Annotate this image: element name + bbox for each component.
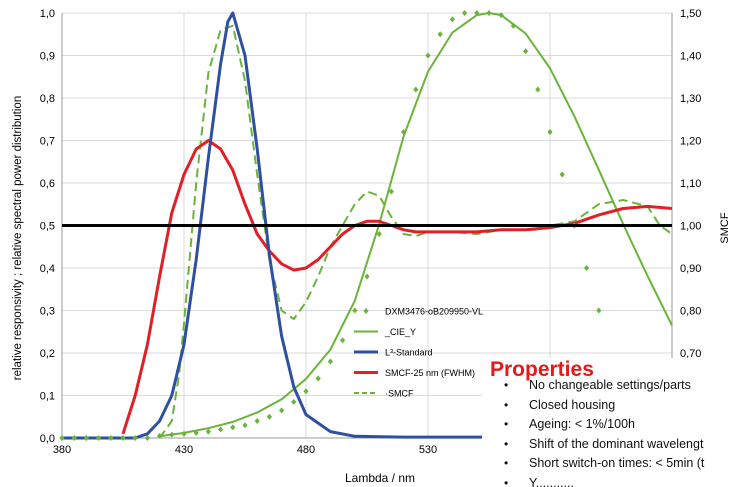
data-point-diamond xyxy=(425,52,431,59)
y2-axis-label: SMCF xyxy=(719,212,730,243)
x-tick-label: 380 xyxy=(53,444,71,456)
x-tick-label: 530 xyxy=(419,444,437,456)
y2-tick-label: 0,90 xyxy=(680,263,701,275)
data-point-diamond xyxy=(413,86,419,93)
data-point-diamond xyxy=(401,129,407,135)
series-line-smcf-25-nm-fwhm- xyxy=(121,139,673,435)
data-point-diamond xyxy=(437,31,443,38)
legend-label: DXM3476-oB209950-VL xyxy=(385,307,483,317)
data-point-diamond xyxy=(96,435,102,441)
tick-labels-layer: 0,0 0,1 0,2 0,3 0,4 0,5 0,6 0,7 0,8 0,9 1,0 0,70 0,8… xyxy=(40,8,702,456)
properties-item: Ageing: < 1%/100h xyxy=(482,415,704,435)
y-tick-label: 0,4 xyxy=(40,263,55,275)
data-point-diamond xyxy=(108,435,114,441)
y2-tick-label: 1,10 xyxy=(680,178,701,190)
y-tick-label: 0,9 xyxy=(40,51,55,63)
data-point-diamond xyxy=(193,429,199,436)
properties-item: Shift of the dominant wavelengt xyxy=(482,435,704,455)
x-tick-label: 480 xyxy=(297,444,315,456)
data-point-diamond xyxy=(486,10,492,16)
data-point-diamond xyxy=(327,358,333,365)
y2-tick-label: 1,00 xyxy=(680,221,701,233)
properties-item: Closed housing xyxy=(482,396,704,416)
legend-label: ·SMCF xyxy=(385,389,414,399)
series-line-smcf xyxy=(158,24,673,439)
y-tick-label: 0,2 xyxy=(40,348,55,360)
data-point-diamond xyxy=(71,435,77,441)
data-point-diamond xyxy=(169,431,175,438)
data-point-diamond xyxy=(584,265,590,271)
data-point-diamond xyxy=(279,407,285,414)
data-point-diamond xyxy=(559,171,565,178)
y-tick-label: 0,7 xyxy=(40,136,55,148)
y-tick-label: 0,3 xyxy=(40,306,55,318)
data-point-diamond xyxy=(462,10,468,16)
data-point-diamond xyxy=(205,428,211,435)
data-point-diamond xyxy=(218,426,224,433)
data-point-diamond xyxy=(315,375,321,382)
y-axis-label: relative responsivity ; relative spectra… xyxy=(12,96,24,380)
data-point-diamond xyxy=(303,388,309,395)
data-point-diamond xyxy=(523,48,529,55)
legend-layer: DXM3476-oB209950-VL _CIE_Y L³-Standard SMCF… xyxy=(354,307,483,399)
x-axis-label: Lambda / nm xyxy=(345,471,415,485)
properties-item: No changeable settings/parts xyxy=(482,376,704,396)
y2-tick-label: 0,70 xyxy=(680,348,701,360)
series-layer xyxy=(59,10,673,441)
data-point-diamond xyxy=(83,435,89,441)
legend-label: _CIE_Y xyxy=(384,327,416,337)
y-tick-label: 0,8 xyxy=(40,93,55,105)
data-point-diamond xyxy=(596,307,602,314)
data-point-diamond xyxy=(291,398,297,405)
y2-tick-label: 1,20 xyxy=(680,136,701,148)
y-tick-label: 0,1 xyxy=(40,391,55,403)
properties-item: Short switch-on times: < 5min (t xyxy=(482,454,704,474)
series-line--cie-y xyxy=(159,12,673,438)
y-tick-label: 1,0 xyxy=(40,8,55,20)
series-line-l-standard xyxy=(62,11,672,440)
y2-tick-label: 1,40 xyxy=(680,51,701,63)
legend-swatch xyxy=(363,308,369,314)
data-point-diamond xyxy=(242,422,248,429)
data-point-diamond xyxy=(340,337,346,344)
y2-tick-label: 1,50 xyxy=(680,8,701,20)
data-point-diamond xyxy=(120,435,126,441)
properties-item: Y........... xyxy=(482,474,704,487)
data-point-diamond xyxy=(59,435,65,441)
data-point-diamond xyxy=(388,188,394,195)
data-point-diamond xyxy=(364,273,370,280)
data-point-diamond xyxy=(547,129,553,135)
y2-tick-label: 1,30 xyxy=(680,93,701,105)
y-tick-label: 0,0 xyxy=(40,433,55,445)
data-point-diamond xyxy=(510,22,516,29)
properties-panel: Properties No changeable settings/parts … xyxy=(482,358,730,487)
legend-label: L³-Standard xyxy=(385,348,433,358)
data-point-diamond xyxy=(181,430,187,437)
legend-label: SMCF-25 nm (FWHM) xyxy=(385,368,475,378)
data-point-diamond xyxy=(474,10,480,16)
y-tick-label: 0,5 xyxy=(40,221,55,233)
y-tick-label: 0,6 xyxy=(40,178,55,190)
properties-list: No changeable settings/parts Closed hous… xyxy=(482,376,704,487)
x-tick-label: 430 xyxy=(175,444,193,456)
data-point-diamond xyxy=(230,424,236,431)
data-point-diamond xyxy=(352,307,358,314)
data-point-diamond xyxy=(535,86,541,93)
data-point-diamond xyxy=(266,413,272,420)
data-point-diamond xyxy=(157,432,163,439)
data-point-diamond xyxy=(254,418,260,424)
y2-tick-label: 0,80 xyxy=(680,306,701,318)
data-point-diamond xyxy=(144,435,150,441)
data-point-diamond xyxy=(449,16,455,23)
data-point-diamond xyxy=(498,12,504,19)
data-point-diamond xyxy=(132,435,138,441)
data-point-diamond xyxy=(376,231,382,237)
